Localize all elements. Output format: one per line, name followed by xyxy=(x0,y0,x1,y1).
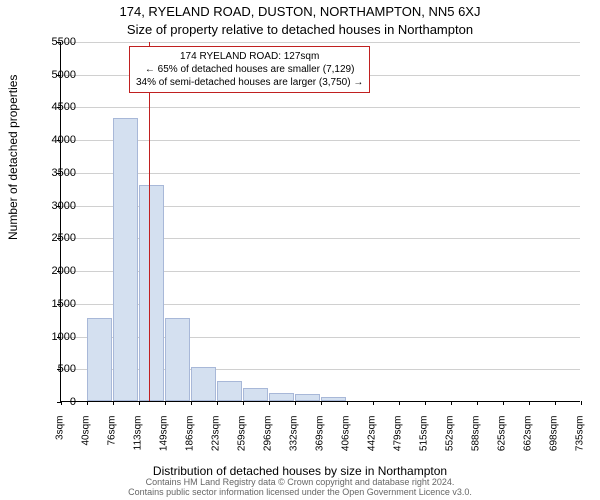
x-tick-label: 259sqm xyxy=(237,416,248,456)
x-tick-label: 625sqm xyxy=(497,416,508,456)
chart-container: 174, RYELAND ROAD, DUSTON, NORTHAMPTON, … xyxy=(0,0,600,500)
y-tick-label: 3500 xyxy=(36,167,76,179)
x-tick-label: 296sqm xyxy=(263,416,274,456)
x-tick-label: 369sqm xyxy=(315,416,326,456)
y-tick-label: 2000 xyxy=(36,265,76,277)
x-tick-label: 442sqm xyxy=(367,416,378,456)
x-tick-mark xyxy=(139,401,140,405)
y-tick-label: 4500 xyxy=(36,101,76,113)
histogram-bar xyxy=(321,397,346,401)
callout-line3: 34% of semi-detached houses are larger (… xyxy=(136,76,363,89)
grid-line xyxy=(61,173,580,174)
x-tick-label: 76sqm xyxy=(107,416,118,456)
grid-line xyxy=(61,42,580,43)
x-tick-label: 552sqm xyxy=(445,416,456,456)
x-tick-mark xyxy=(581,401,582,405)
x-tick-mark xyxy=(347,401,348,405)
y-tick-label: 3000 xyxy=(36,200,76,212)
plot-area: 174 RYELAND ROAD: 127sqm ← 65% of detach… xyxy=(60,42,580,402)
x-tick-mark xyxy=(217,401,218,405)
histogram-bar xyxy=(139,185,164,401)
x-tick-mark xyxy=(373,401,374,405)
y-tick-label: 1500 xyxy=(36,298,76,310)
attribution: Contains HM Land Registry data © Crown c… xyxy=(0,478,600,498)
y-tick-label: 2500 xyxy=(36,232,76,244)
x-tick-mark xyxy=(425,401,426,405)
x-axis-label: Distribution of detached houses by size … xyxy=(0,464,600,478)
x-tick-label: 479sqm xyxy=(393,416,404,456)
y-tick-label: 5000 xyxy=(36,69,76,81)
histogram-bar xyxy=(191,367,216,401)
x-tick-mark xyxy=(451,401,452,405)
attribution-line1: Contains HM Land Registry data © Crown c… xyxy=(146,477,455,487)
x-tick-mark xyxy=(555,401,556,405)
grid-line xyxy=(61,107,580,108)
x-tick-label: 662sqm xyxy=(523,416,534,456)
histogram-bar xyxy=(243,388,268,401)
histogram-bar xyxy=(87,318,112,401)
y-tick-label: 1000 xyxy=(36,331,76,343)
x-tick-label: 332sqm xyxy=(289,416,300,456)
x-tick-mark xyxy=(399,401,400,405)
histogram-bar xyxy=(295,394,320,401)
x-tick-mark xyxy=(165,401,166,405)
x-tick-mark xyxy=(503,401,504,405)
x-tick-mark xyxy=(87,401,88,405)
y-tick-label: 500 xyxy=(36,363,76,375)
x-tick-label: 698sqm xyxy=(549,416,560,456)
x-tick-mark xyxy=(321,401,322,405)
x-tick-label: 3sqm xyxy=(55,416,66,456)
x-tick-mark xyxy=(113,401,114,405)
histogram-bar xyxy=(217,381,242,401)
y-tick-label: 5500 xyxy=(36,36,76,48)
marker-line xyxy=(149,42,150,401)
attribution-line2: Contains public sector information licen… xyxy=(128,487,472,497)
histogram-bar xyxy=(113,118,138,401)
x-tick-label: 186sqm xyxy=(185,416,196,456)
x-tick-mark xyxy=(191,401,192,405)
y-tick-label: 4000 xyxy=(36,134,76,146)
histogram-bar xyxy=(269,393,294,401)
x-tick-mark xyxy=(243,401,244,405)
x-tick-label: 40sqm xyxy=(81,416,92,456)
chart-title-main: 174, RYELAND ROAD, DUSTON, NORTHAMPTON, … xyxy=(0,4,600,19)
grid-line xyxy=(61,140,580,141)
x-tick-mark xyxy=(529,401,530,405)
histogram-bar xyxy=(165,318,190,401)
x-tick-label: 406sqm xyxy=(341,416,352,456)
y-axis-label: Number of detached properties xyxy=(6,75,20,240)
x-tick-label: 149sqm xyxy=(159,416,170,456)
callout-line1: 174 RYELAND ROAD: 127sqm xyxy=(136,50,363,63)
chart-title-sub: Size of property relative to detached ho… xyxy=(0,22,600,37)
x-tick-label: 735sqm xyxy=(575,416,586,456)
callout-line2: ← 65% of detached houses are smaller (7,… xyxy=(136,63,363,76)
x-tick-label: 113sqm xyxy=(133,416,144,456)
callout-box: 174 RYELAND ROAD: 127sqm ← 65% of detach… xyxy=(129,46,370,93)
y-tick-label: 0 xyxy=(36,396,76,408)
x-tick-mark xyxy=(269,401,270,405)
x-tick-label: 515sqm xyxy=(419,416,430,456)
x-tick-label: 223sqm xyxy=(211,416,222,456)
x-tick-mark xyxy=(477,401,478,405)
x-tick-label: 588sqm xyxy=(471,416,482,456)
x-tick-mark xyxy=(295,401,296,405)
